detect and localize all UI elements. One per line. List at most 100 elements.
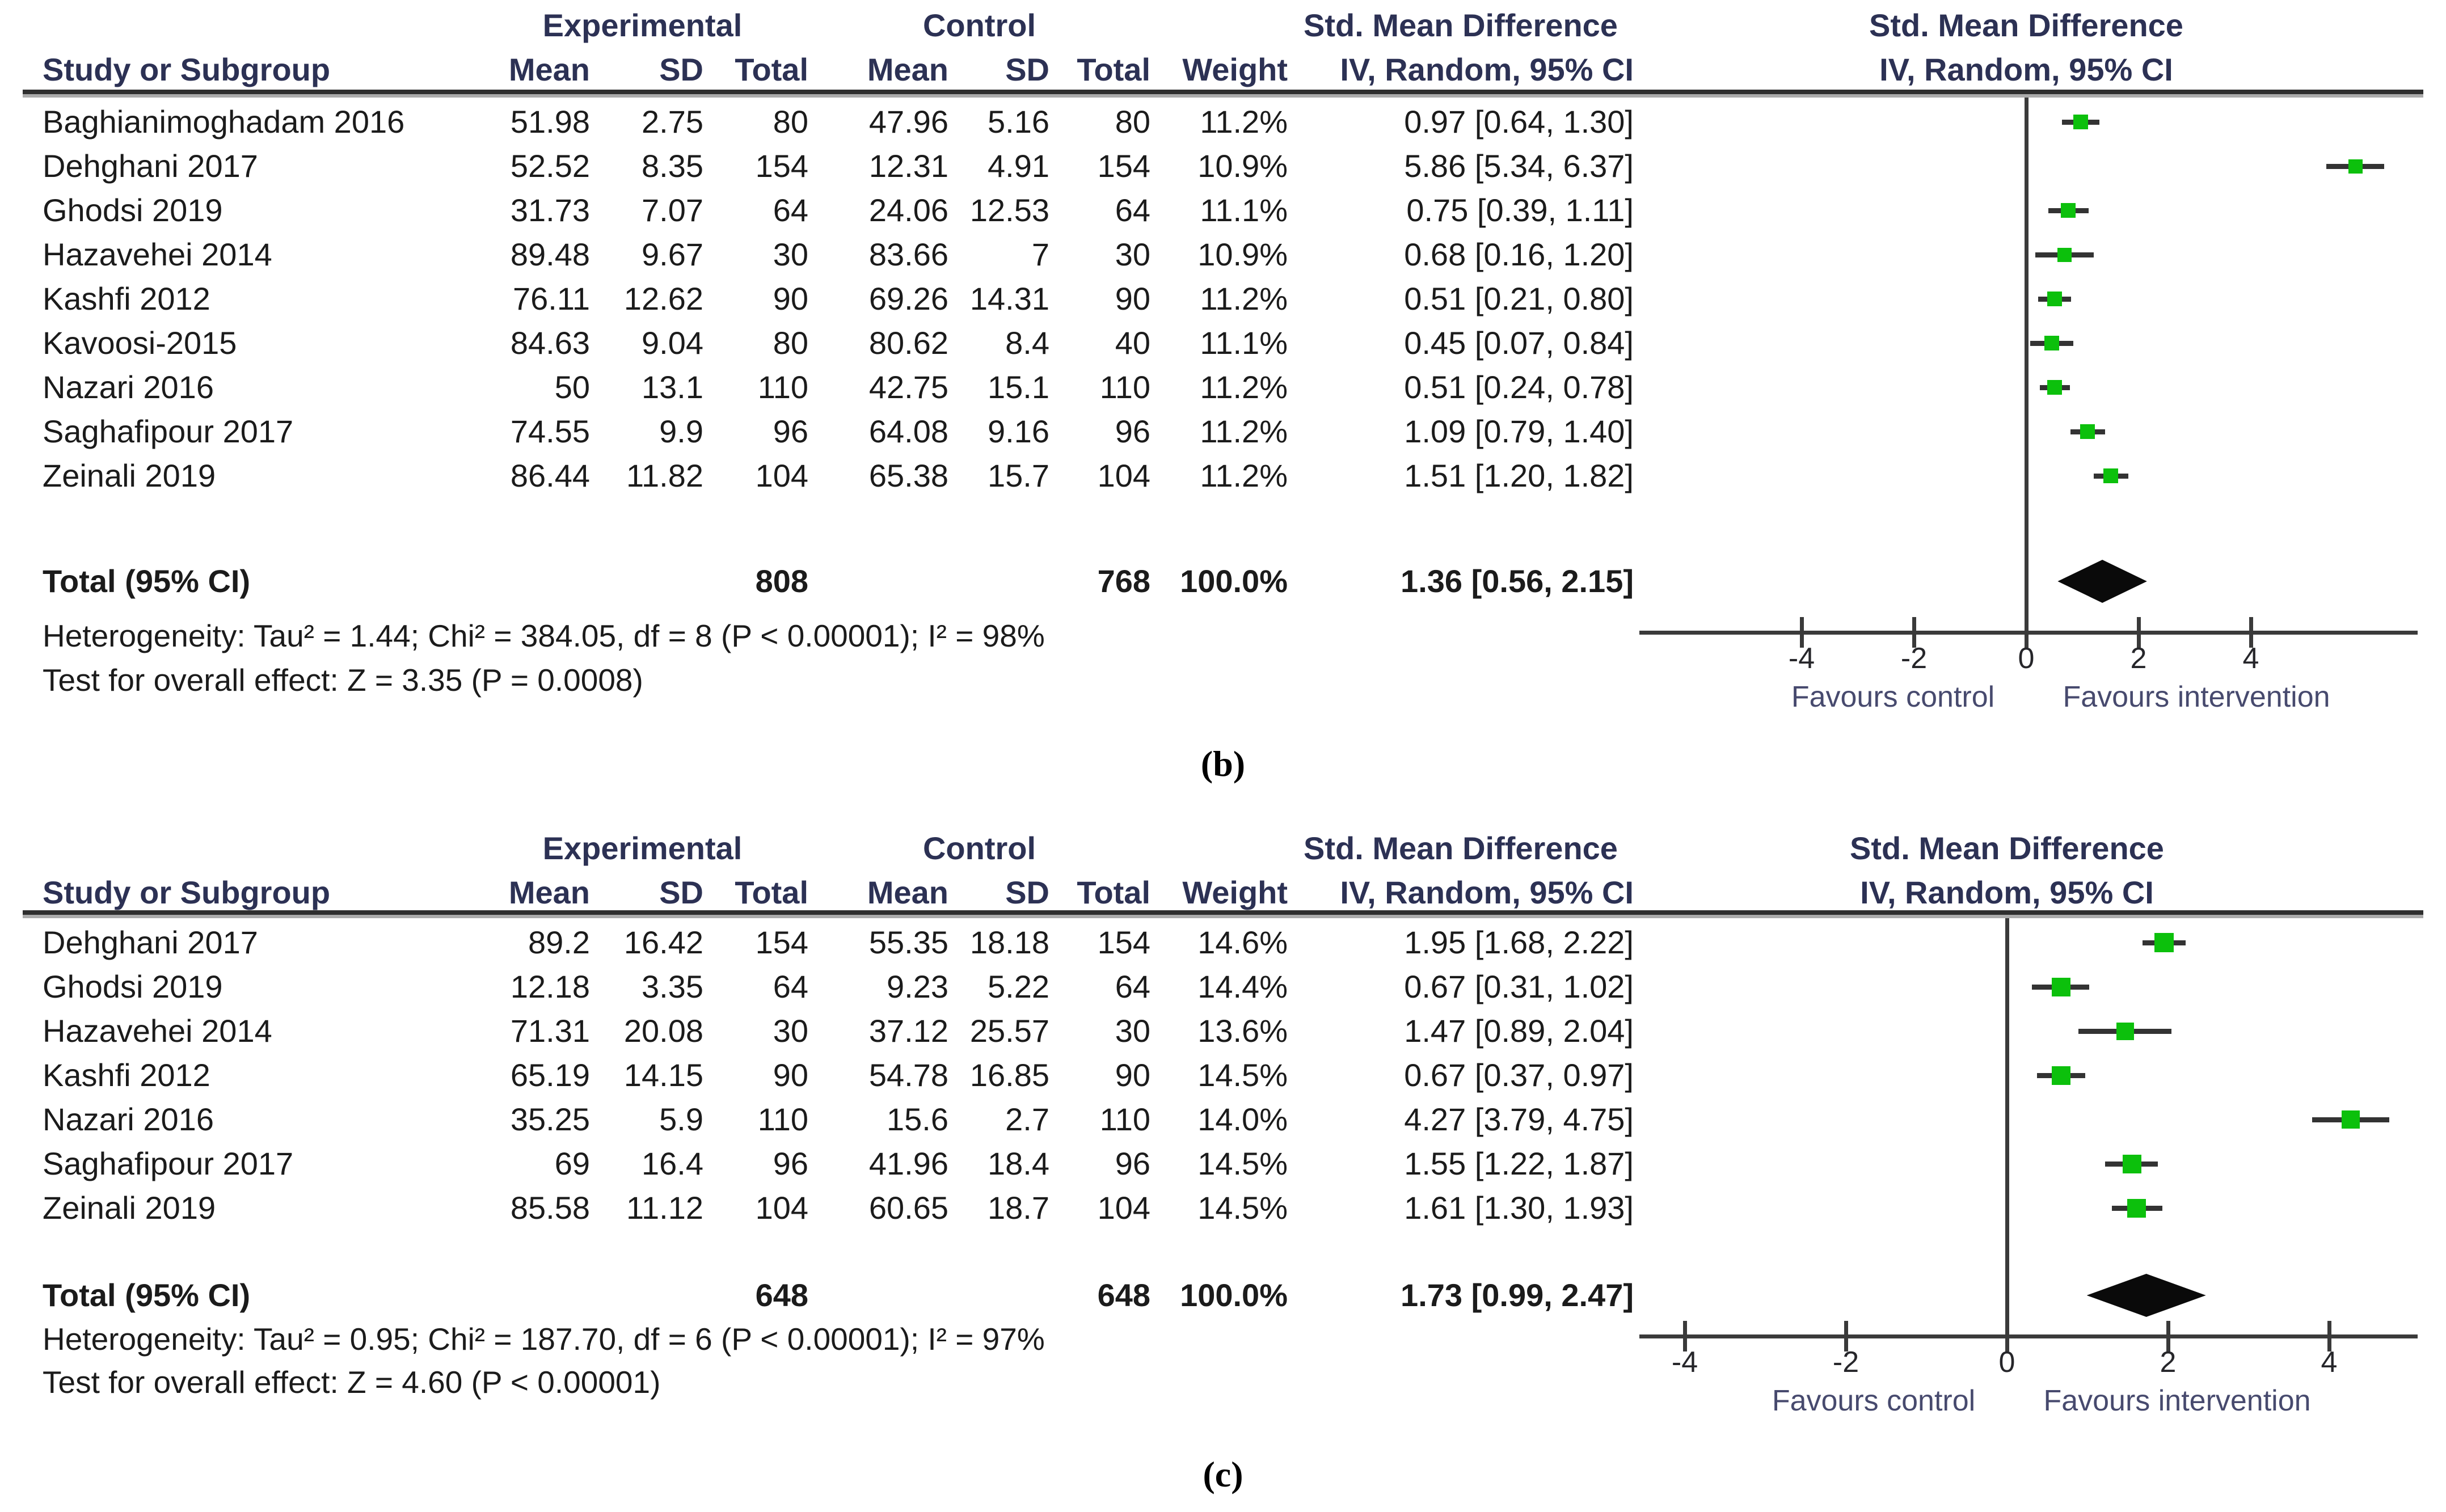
sd-ctl-cell: 2.7 [1005,1101,1049,1137]
mean-ctl-cell: 65.38 [868,458,948,493]
weight-cell: 11.1% [1200,192,1288,228]
axis-tick-label: 4 [2321,1346,2338,1379]
axis-tick [2327,1321,2331,1351]
total-exp-cell: 110 [757,1101,808,1137]
column-header-ci: IV, Random, 95% CI [1340,875,1634,910]
column-header-sd-ctl: SD [1005,52,1049,87]
total-ctl-cell: 96 [1115,1146,1150,1181]
total-exp-cell: 96 [773,1146,808,1181]
study-row: Zeinali 2019 85.58 11.12 104 60.65 18.7 104 14.… [0,1186,1639,1230]
ci-text-cell: 1.47 [0.89, 2.04] [1404,1013,1634,1049]
sd-exp-cell: 13.1 [642,369,703,405]
study-row: Saghafipour 2017 74.55 9.9 96 64.08 9.16 96 11.… [0,409,1639,454]
column-header-total-ctl: Total [1077,875,1150,910]
column-header-weight: Weight [1182,52,1288,87]
effect-square-marker [2051,977,2070,996]
effect-square-marker [2073,115,2089,129]
total-exp-cell: 104 [755,458,808,493]
axis-tick-label: -4 [1788,642,1815,675]
ci-text-cell: 0.51 [0.24, 0.78] [1404,369,1634,405]
column-header-total-exp: Total [735,52,808,87]
axis-tick-label: -2 [1900,642,1928,675]
mean-exp-cell: 89.48 [510,236,590,272]
study-name-cell: Baghianimoghadam 2016 [43,104,405,140]
mean-exp-cell: 89.2 [528,924,590,960]
effect-square-marker [2127,1198,2146,1218]
ci-text-cell: 0.75 [0.39, 1.11] [1406,192,1634,228]
study-name-cell: Nazari 2016 [43,369,214,405]
axis-line [1639,1334,2418,1338]
mean-ctl-cell: 42.75 [868,369,948,405]
group-header-experimental: Experimental [542,830,743,866]
plot-header-line1: Std. Mean Difference [1869,7,2183,43]
effect-square-marker [2080,424,2095,439]
study-row: Baghianimoghadam 2016 51.98 2.75 80 47.96 5.1… [0,100,1639,144]
total-ctl-cell: 154 [1097,924,1150,960]
header-separator-line [23,910,2423,918]
sd-ctl-cell: 4.91 [988,148,1049,184]
study-row: Saghafipour 2017 69 16.4 96 41.96 18.4 96 14.5%… [0,1142,1639,1186]
column-header-sd-exp: SD [659,52,703,87]
total-ctl-cell: 90 [1115,1057,1150,1093]
study-name-cell: Saghafipour 2017 [43,413,294,449]
group-header-smd: Std. Mean Difference [1304,830,1618,866]
effect-square-marker [2044,336,2059,350]
axis-tick-label: -2 [1832,1346,1859,1379]
forest-plot-area: -4 -2 0 2 4 Favours control Favours interventi… [1639,98,2426,713]
total-ctl-cell: 64 [1115,969,1150,1004]
mean-exp-cell: 35.25 [510,1101,590,1137]
weight-cell: 14.5% [1197,1190,1288,1226]
axis-tick-label: 2 [2130,642,2147,675]
study-row: Kavoosi-2015 84.63 9.04 80 80.62 8.4 40 11.1% 0.… [0,321,1639,365]
total-ctl-cell: 648 [1097,1277,1150,1313]
total-ctl-cell: 30 [1115,236,1150,272]
favours-control-label: Favours control [1791,681,1995,713]
sd-exp-cell: 12.62 [623,281,703,316]
column-header-mean-ctl: Mean [867,52,948,87]
weight-cell: 10.9% [1197,148,1288,184]
total-label: Total (95% CI) [43,1277,251,1313]
total-ctl-cell: 768 [1097,563,1150,599]
study-row: Hazavehei 2014 71.31 20.08 30 37.12 25.57 30 13… [0,1009,1639,1053]
column-header-mean-exp: Mean [508,52,590,87]
total-ctl-cell: 96 [1115,413,1150,449]
axis-tick [1800,617,1804,648]
mean-exp-cell: 50 [554,369,590,405]
column-header-total-exp: Total [735,875,808,910]
study-row: Nazari 2016 35.25 5.9 110 15.6 2.7 110 14.0% 4.2… [0,1097,1639,1142]
forest-plot-area: -4 -2 0 2 4 Favours control Favours interventi… [1639,918,2426,1417]
total-weight-cell: 100.0% [1180,563,1288,599]
mean-ctl-cell: 80.62 [868,325,948,361]
total-row: Total (95% CI) 648 648 100.0% 1.73 [0.99… [0,1273,1639,1317]
mean-ctl-cell: 83.66 [868,236,948,272]
axis-tick-label: 0 [1998,1346,2015,1379]
axis-tick [2249,617,2253,648]
study-name-cell: Zeinali 2019 [43,1190,216,1226]
panel-label-b: (b) [1200,744,1246,784]
ci-text-cell: 4.27 [3.79, 4.75] [1404,1101,1634,1137]
weight-cell: 11.1% [1200,325,1288,361]
weight-cell: 13.6% [1197,1013,1288,1049]
effect-square-marker [2057,247,2072,262]
header-separator-line [23,90,2423,98]
plot-header-line1: Std. Mean Difference [1850,830,2164,866]
study-name-cell: Hazavehei 2014 [43,236,272,272]
ci-text-cell: 1.55 [1.22, 1.87] [1404,1146,1634,1181]
mean-ctl-cell: 47.96 [868,104,948,140]
sd-exp-cell: 16.4 [642,1146,703,1181]
total-ctl-cell: 104 [1097,1190,1150,1226]
ci-text-cell: 0.51 [0.21, 0.80] [1404,281,1634,316]
total-weight-cell: 100.0% [1180,1277,1288,1313]
effect-square-marker [2116,1022,2135,1040]
total-exp-cell: 80 [773,325,808,361]
summary-diamond [2086,1274,2206,1317]
study-name-cell: Kavoosi-2015 [43,325,237,361]
mean-exp-cell: 52.52 [510,148,590,184]
total-ctl-cell: 90 [1115,281,1150,316]
weight-cell: 11.2% [1200,458,1288,493]
forest-panel-c: Experimental Control Std. Mean Differenc… [0,808,2446,1512]
ci-text-cell: 0.67 [0.37, 0.97] [1404,1057,1634,1093]
mean-ctl-cell: 41.96 [868,1146,948,1181]
total-ci-cell: 1.73 [0.99, 2.47] [1401,1277,1634,1313]
mean-ctl-cell: 55.35 [868,924,948,960]
